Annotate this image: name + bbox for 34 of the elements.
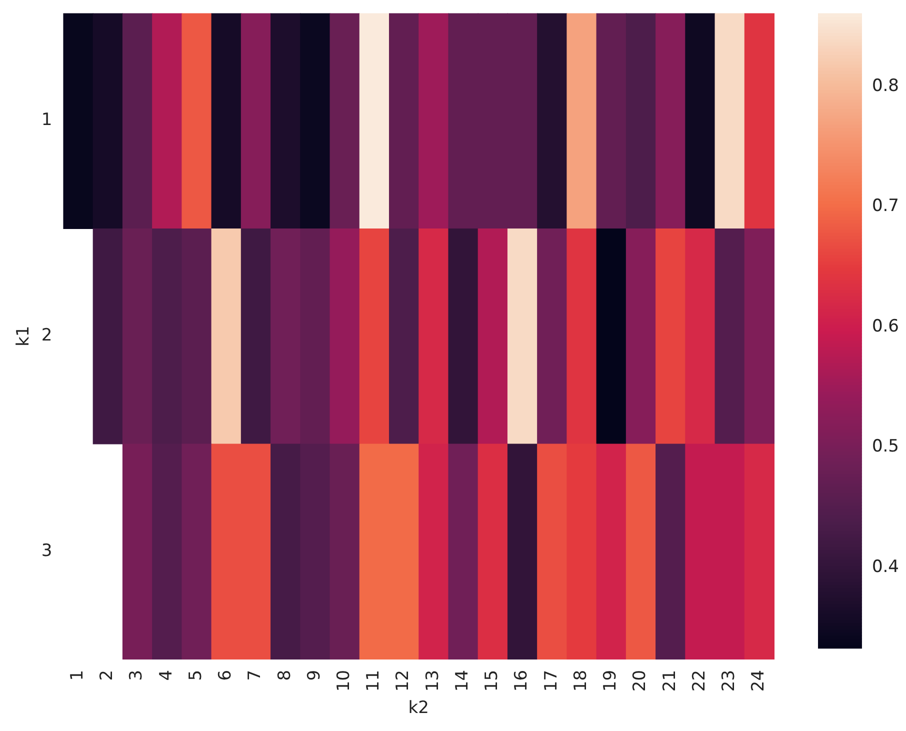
- y-tick-label: 1: [41, 110, 52, 130]
- x-tick-label: 15: [482, 670, 502, 692]
- x-tick-label: 8: [274, 670, 295, 681]
- x-tick-label: 16: [512, 670, 532, 692]
- x-tick-label: 24: [748, 670, 769, 692]
- x-tick-label: 12: [393, 670, 414, 692]
- x-tick-label: 18: [570, 670, 591, 692]
- x-tick-label: 14: [452, 670, 472, 692]
- y-tick-label: 2: [41, 326, 52, 346]
- y-tick-label: 3: [41, 540, 52, 561]
- x-tick-label: 3: [126, 670, 147, 681]
- x-tick-label: 1: [67, 670, 88, 681]
- color-bar-label: 0.8: [872, 76, 900, 96]
- x-tick-label: 2: [97, 670, 118, 681]
- x-tick-label: 11: [364, 670, 384, 692]
- x-tick-label: 19: [600, 670, 621, 692]
- x-tick-label: 5: [186, 670, 206, 681]
- color-bar-label: 0.6: [872, 316, 900, 336]
- x-tick-label: 20: [630, 670, 650, 692]
- x-tick-label: 4: [156, 670, 176, 681]
- x-tick-label: 21: [660, 670, 680, 692]
- x-tick-label: 13: [422, 670, 443, 692]
- x-tick-label: 10: [334, 670, 354, 692]
- y-axis-title: k1: [14, 326, 34, 346]
- x-tick-label: 6: [216, 670, 236, 681]
- x-tick-label: 17: [541, 670, 562, 692]
- x-tick-label: 7: [245, 670, 266, 681]
- x-axis-title: k2: [408, 698, 429, 718]
- x-tick-label: 22: [689, 670, 710, 692]
- color-bar-label: 0.5: [872, 436, 900, 457]
- color-bar-label: 0.7: [872, 196, 900, 216]
- x-tick-label: 23: [719, 670, 739, 692]
- color-bar-label: 0.4: [872, 556, 900, 577]
- x-tick-label: 9: [304, 670, 324, 681]
